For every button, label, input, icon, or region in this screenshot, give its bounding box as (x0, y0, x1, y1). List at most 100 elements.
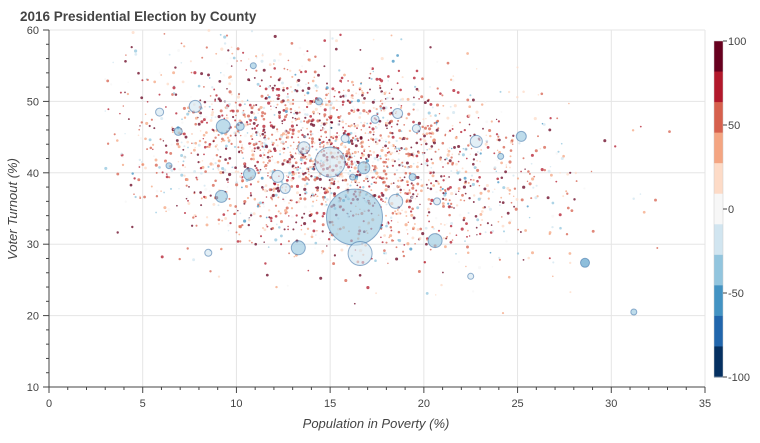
county-point (442, 166, 444, 168)
county-point (315, 199, 318, 202)
county-point (217, 97, 221, 101)
county-point (420, 163, 423, 166)
county-point (305, 83, 307, 85)
county-point (169, 151, 173, 155)
county-point (427, 171, 430, 175)
county-point (548, 231, 552, 234)
county-point (471, 182, 475, 187)
county-point (454, 190, 458, 194)
county-point (325, 203, 328, 206)
county-point (427, 111, 431, 115)
county-point (225, 34, 229, 37)
county-point (334, 47, 338, 51)
county-point (560, 157, 564, 160)
county-point (351, 80, 354, 84)
county-point (499, 90, 502, 93)
colorbar-segment (714, 132, 723, 164)
county-point (527, 170, 530, 173)
county-point (267, 85, 271, 89)
county-point (450, 206, 453, 209)
county-point (465, 157, 468, 160)
county-point (370, 169, 373, 172)
county-point (333, 145, 335, 148)
county-point (516, 66, 519, 69)
county-point (262, 161, 265, 164)
county-point (338, 120, 341, 123)
county-point (209, 95, 212, 97)
county-point (288, 128, 292, 131)
county-point (459, 121, 461, 124)
county-point (445, 222, 448, 225)
county-point (360, 152, 364, 155)
county-point (432, 171, 435, 174)
county-point (367, 139, 370, 141)
county-point (272, 187, 276, 191)
county-point (246, 196, 250, 200)
county-point (391, 164, 395, 167)
county-point (252, 212, 256, 216)
county-point (353, 161, 356, 164)
county-point (202, 137, 205, 140)
county-point (238, 103, 242, 107)
county-point (176, 142, 180, 146)
county-point (406, 191, 408, 194)
county-point (307, 170, 310, 172)
county-point (551, 201, 555, 205)
county-point (389, 216, 393, 219)
county-point (488, 206, 490, 208)
county-point (296, 191, 299, 195)
county-point (331, 87, 335, 91)
county-point (516, 177, 520, 180)
county-point (227, 139, 231, 142)
county-point (312, 200, 315, 203)
colorbar-segment (714, 346, 723, 378)
county-point (455, 252, 457, 255)
county-point (207, 165, 210, 168)
county-point (319, 237, 321, 240)
county-point (359, 82, 363, 85)
county-point (326, 129, 329, 131)
county-point (332, 137, 335, 140)
county-point (349, 131, 353, 135)
county-point (204, 188, 208, 192)
county-point (208, 190, 211, 193)
county-point (258, 178, 261, 181)
county-point (264, 96, 268, 100)
county-point (131, 225, 134, 229)
county-point (221, 166, 225, 171)
county-point (430, 198, 434, 202)
county-point (215, 143, 219, 147)
county-point (370, 77, 373, 80)
county-point (359, 136, 363, 140)
county-point (420, 95, 424, 99)
county-point (319, 143, 321, 146)
county-point (262, 124, 266, 128)
county-point (476, 234, 478, 236)
county-point (300, 129, 302, 131)
county-point (345, 154, 347, 156)
county-point (284, 104, 287, 107)
county-point (467, 181, 470, 184)
county-point (448, 129, 452, 132)
county-point (311, 233, 313, 235)
county-bubble (392, 108, 404, 119)
county-point (432, 169, 434, 172)
county-point (292, 167, 296, 170)
county-point (434, 216, 438, 220)
county-point (496, 159, 499, 162)
county-point (299, 219, 302, 222)
county-point (426, 148, 428, 151)
county-point (385, 121, 389, 125)
county-point (322, 187, 326, 191)
county-point (138, 163, 141, 167)
county-point (382, 106, 386, 110)
county-point (656, 247, 659, 249)
county-point (480, 103, 484, 106)
county-point (303, 178, 307, 182)
county-point (362, 179, 366, 182)
county-point (241, 147, 245, 151)
county-bubble (340, 134, 350, 143)
county-point (432, 184, 436, 187)
county-point (310, 175, 313, 178)
county-point (472, 201, 475, 203)
